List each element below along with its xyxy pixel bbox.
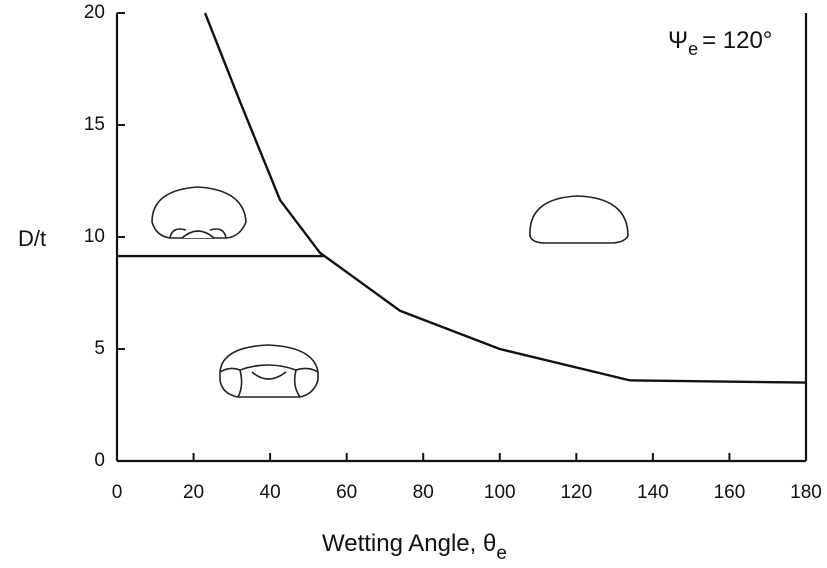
y-tick-label: 15: [84, 114, 105, 135]
y-tick-label: 0: [94, 450, 105, 471]
x-axis-label: Wetting Angle, θe: [322, 530, 507, 564]
x-tick-label: 100: [484, 482, 516, 503]
y-tick-label: 20: [84, 2, 105, 23]
x-tick-label: 60: [336, 482, 357, 503]
x-tick-label: 160: [714, 482, 746, 503]
x-tick-label: 80: [413, 482, 434, 503]
droplet-icon-right: [529, 195, 629, 244]
x-tick-label: 0: [112, 482, 123, 503]
annotation: Ψe = 120°: [668, 27, 772, 58]
droplet-icon-top-left: [151, 186, 247, 239]
x-axis-label-sub: e: [496, 543, 507, 564]
y-tick-label: 10: [84, 226, 105, 247]
x-axis-label-main: Wetting Angle, θ: [322, 530, 496, 557]
data-line: [203, 12, 807, 384]
x-tick-label: 140: [637, 482, 669, 503]
annotation-text: = 120°: [702, 27, 772, 54]
y-axis-label: D/t: [18, 226, 46, 251]
y-tick-label: 5: [94, 338, 105, 359]
annotation-sub: e: [688, 39, 698, 59]
annotation-symbol: Ψ: [668, 27, 688, 54]
x-tick-label: 40: [260, 482, 281, 503]
x-tick-label: 20: [183, 482, 204, 503]
x-tick-label: 120: [560, 482, 592, 503]
icon-detail: [169, 228, 227, 239]
droplet-icon-bottom: [219, 344, 319, 398]
x-tick-label: 180: [790, 482, 822, 503]
icon-detail: [219, 364, 319, 398]
icon-shape: [151, 186, 247, 239]
